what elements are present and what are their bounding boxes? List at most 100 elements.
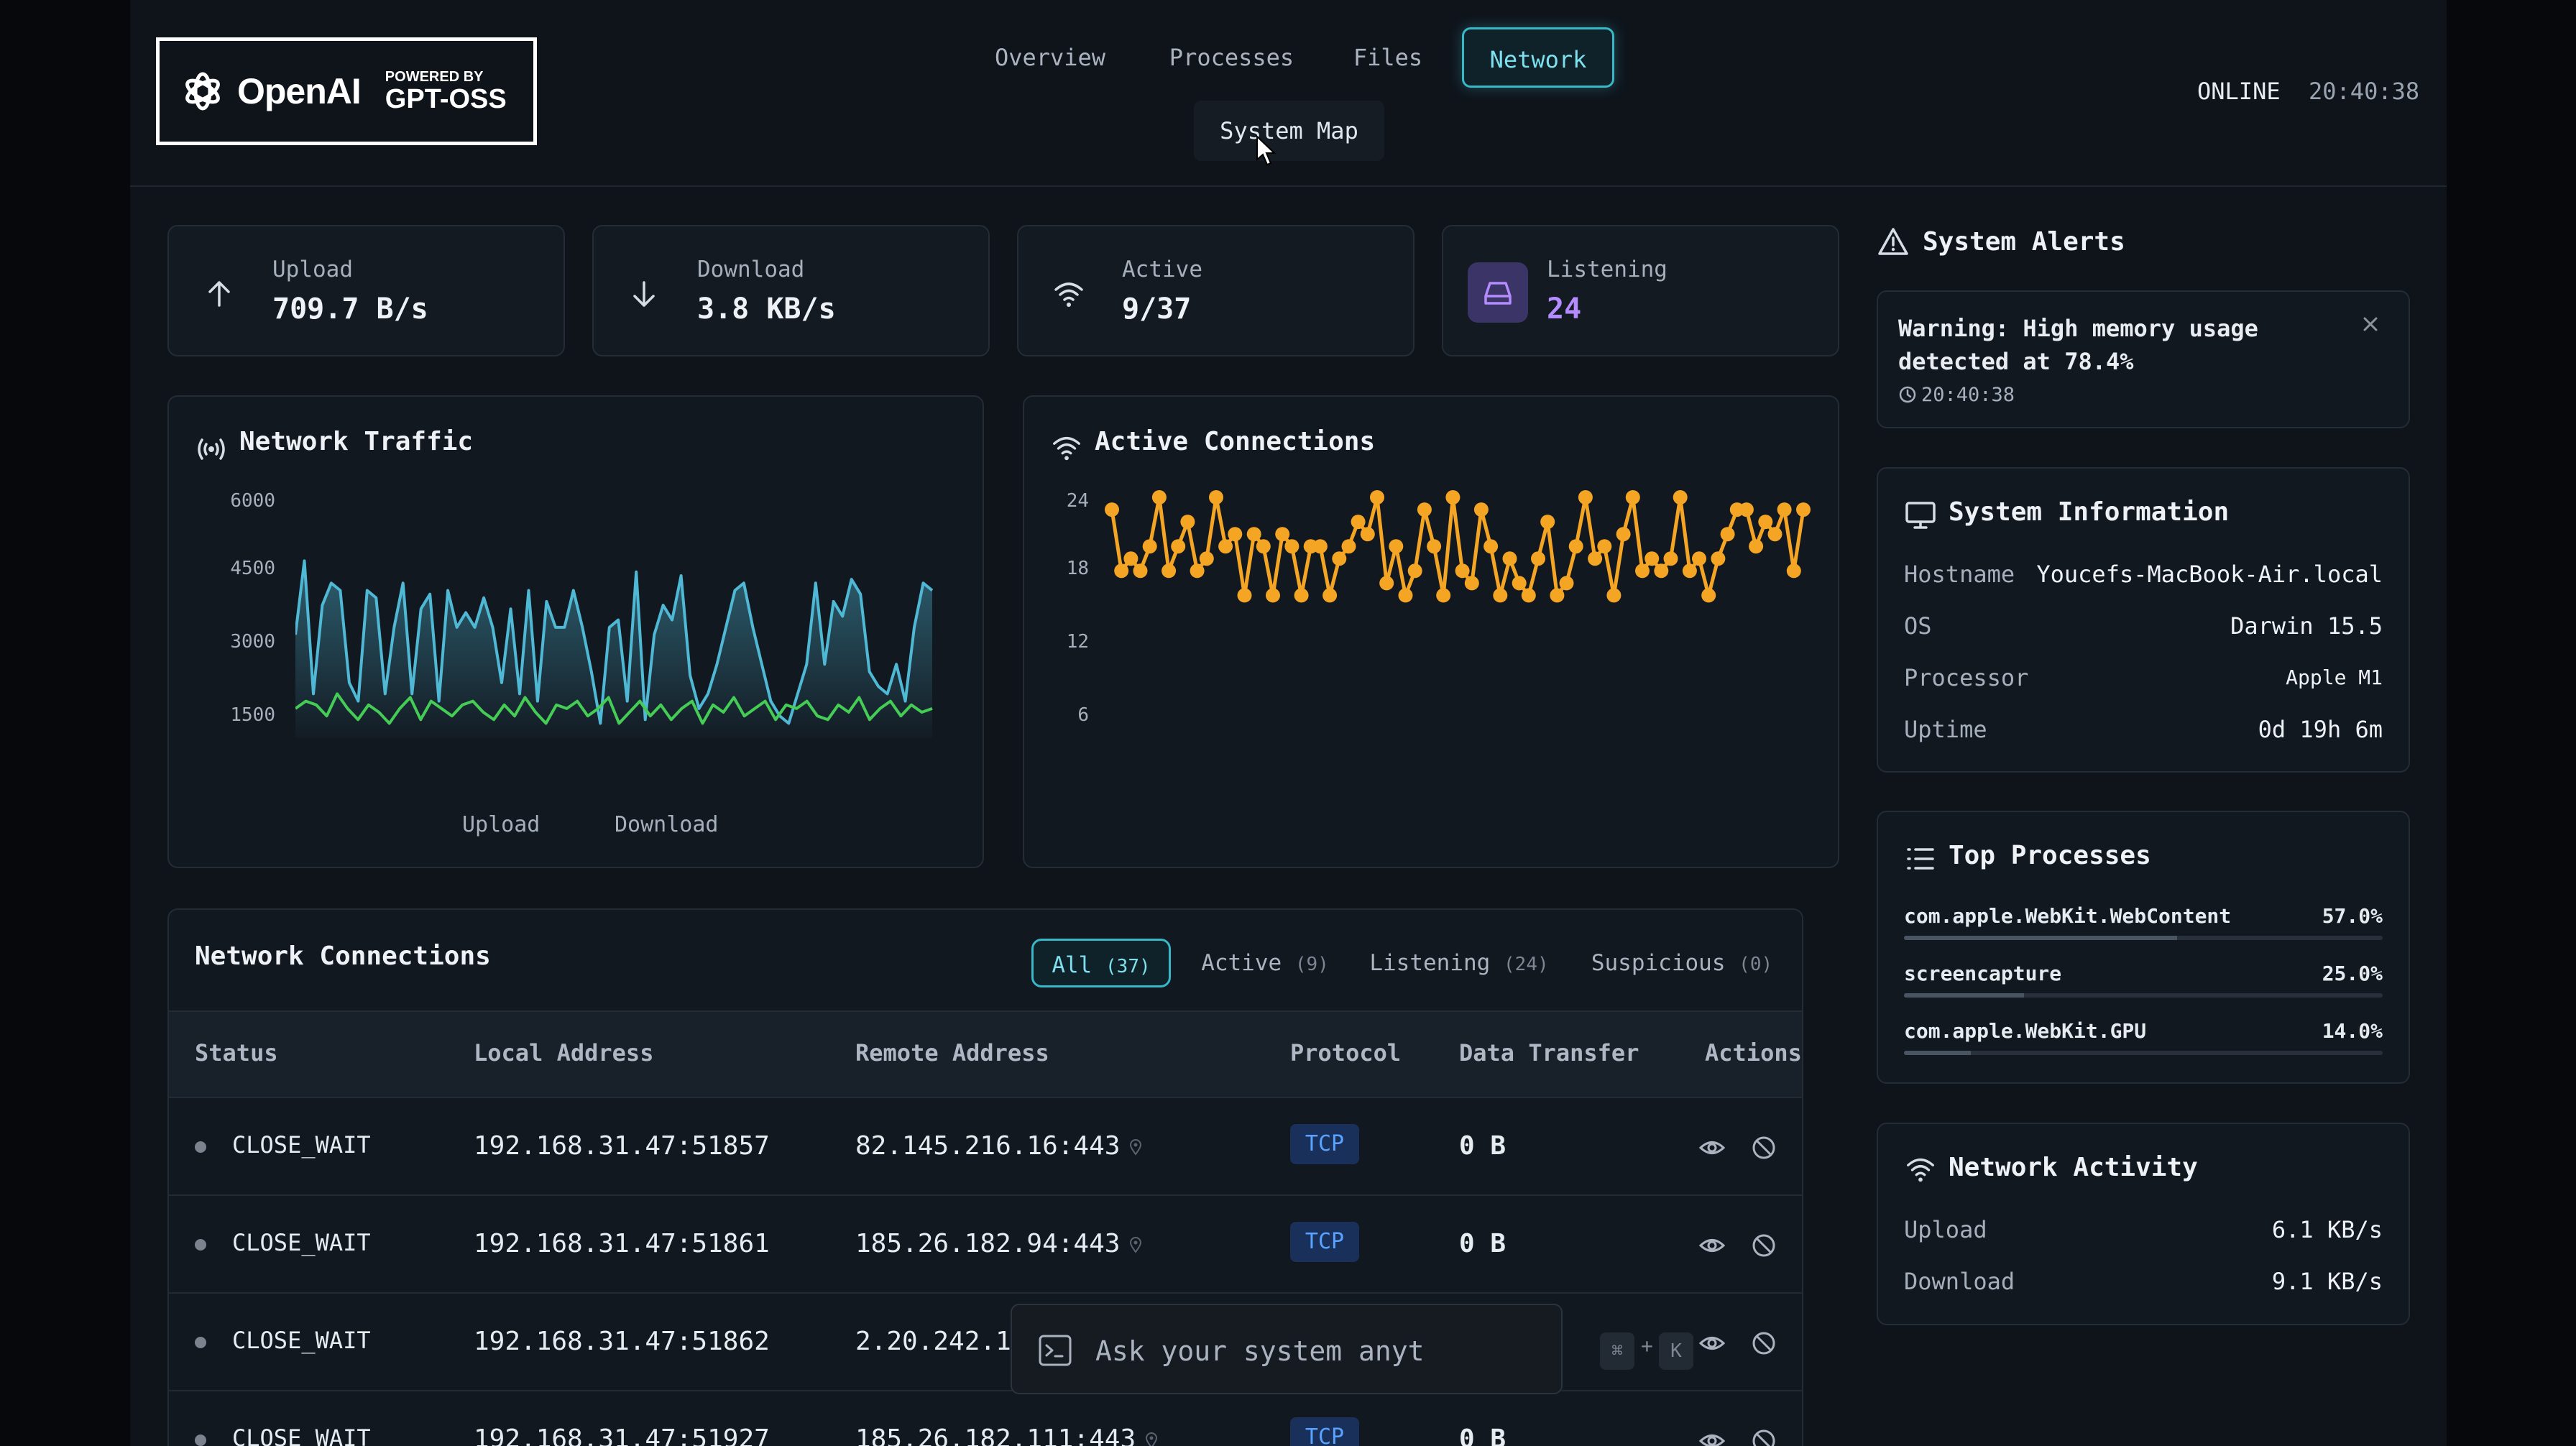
- info-label: Uptime: [1904, 716, 1987, 743]
- connections-point: [1673, 490, 1688, 505]
- connections-point: [1199, 551, 1214, 566]
- info-value: Youcefs-MacBook-Air.local: [2036, 561, 2383, 588]
- process-bar: [1904, 993, 2383, 998]
- top-processes-panel: Top Processes com.apple.WebKit.WebConten…: [1877, 811, 2410, 1084]
- y-tick: 1500: [230, 704, 275, 726]
- column-header[interactable]: Status: [195, 1039, 278, 1067]
- connections-point: [1180, 515, 1195, 530]
- network-connections-panel: Network Connections All (37) Active (9) …: [167, 908, 1803, 1446]
- filter-label: Listening: [1369, 950, 1491, 976]
- block-icon[interactable]: [1750, 1232, 1777, 1259]
- connections-point: [1568, 539, 1583, 554]
- connections-point: [1625, 490, 1640, 505]
- connections-point: [1398, 588, 1413, 603]
- column-header[interactable]: Actions: [1705, 1039, 1802, 1067]
- connections-point: [1228, 527, 1243, 542]
- connections-point: [1370, 490, 1384, 505]
- location-pin-icon[interactable]: [1128, 1236, 1143, 1253]
- connections-point: [1445, 490, 1460, 505]
- connections-point: [1484, 539, 1499, 554]
- process-bar-fill: [1904, 936, 2177, 940]
- legend-upload[interactable]: Upload: [462, 812, 540, 837]
- tab-files[interactable]: Files: [1353, 44, 1423, 71]
- connections-point: [1550, 588, 1565, 603]
- connections-point: [1237, 588, 1252, 603]
- connections-point: [1767, 527, 1782, 542]
- table-row[interactable]: CLOSE_WAIT 192.168.31.47:51927 185.26.18…: [169, 1390, 1802, 1446]
- command-input[interactable]: Ask your system anyt: [1095, 1335, 1425, 1367]
- table-row[interactable]: CLOSE_WAIT 192.168.31.47:51857 82.145.21…: [169, 1097, 1802, 1196]
- connections-point: [1360, 527, 1375, 542]
- table-row[interactable]: CLOSE_WAIT 192.168.31.47:51862 2.20.242.…: [169, 1292, 1802, 1391]
- process-name[interactable]: com.apple.WebKit.GPU: [1904, 1019, 2147, 1043]
- process-name[interactable]: screencapture: [1904, 962, 2062, 985]
- filter-all[interactable]: All (37): [1031, 939, 1171, 987]
- connections-point: [1209, 490, 1223, 505]
- eye-icon[interactable]: [1698, 1427, 1726, 1446]
- logo[interactable]: OpenAI POWERED BY GPT-OSS: [156, 37, 537, 145]
- kbd-k: K: [1659, 1332, 1693, 1370]
- connections-point: [1597, 539, 1612, 554]
- eye-icon[interactable]: [1698, 1134, 1726, 1161]
- column-header[interactable]: Local Address: [474, 1039, 654, 1067]
- activity-value: 9.1 KB/s: [2271, 1268, 2383, 1295]
- cell-status: CLOSE_WAIT: [232, 1424, 371, 1446]
- traffic-chart: [295, 559, 934, 738]
- tab-network[interactable]: Network: [1462, 27, 1614, 88]
- location-pin-icon[interactable]: [1128, 1138, 1143, 1156]
- connections-point: [1531, 551, 1545, 566]
- logo-brand: OpenAI: [237, 71, 362, 111]
- close-icon[interactable]: [2360, 313, 2381, 335]
- warning-icon: [1878, 228, 1908, 255]
- connections-point: [1427, 539, 1442, 554]
- eye-icon[interactable]: [1698, 1232, 1726, 1259]
- stat-value: 709.7 B/s: [272, 293, 428, 326]
- filter-listening[interactable]: Listening (24): [1362, 939, 1556, 987]
- column-header[interactable]: Remote Address: [855, 1039, 1049, 1067]
- connections-point: [1218, 539, 1233, 554]
- connections-point: [1796, 502, 1811, 517]
- tab-processes[interactable]: Processes: [1169, 44, 1294, 71]
- table-row[interactable]: CLOSE_WAIT 192.168.31.47:51861 185.26.18…: [169, 1194, 1802, 1294]
- filter-active[interactable]: Active (9): [1197, 939, 1333, 987]
- y-tick: 6000: [230, 490, 275, 512]
- filter-suspicious[interactable]: Suspicious (0): [1578, 939, 1786, 987]
- block-icon[interactable]: [1750, 1330, 1777, 1357]
- connections-point: [1455, 563, 1470, 579]
- status-dot: [195, 1239, 206, 1251]
- connections-point: [1749, 539, 1764, 554]
- process-name[interactable]: com.apple.WebKit.WebContent: [1904, 904, 2232, 928]
- block-icon[interactable]: [1750, 1427, 1777, 1446]
- connections-point: [1540, 515, 1555, 530]
- submenu-system-map[interactable]: System Map: [1194, 101, 1384, 161]
- connections-point: [1133, 563, 1148, 579]
- legend-download[interactable]: Download: [615, 812, 719, 837]
- clock-icon: [1899, 386, 1916, 403]
- tab-overview[interactable]: Overview: [994, 44, 1106, 71]
- location-pin-icon[interactable]: [1144, 1432, 1159, 1446]
- info-value: 0d 19h 6m: [2258, 716, 2383, 743]
- connections-point: [1436, 588, 1451, 603]
- column-header[interactable]: Protocol: [1290, 1039, 1402, 1067]
- connections-point: [1417, 502, 1432, 517]
- protocol-badge: TCP: [1290, 1417, 1359, 1446]
- process-bar: [1904, 1051, 2383, 1055]
- filter-label: All: [1052, 952, 1092, 978]
- stat-label: Upload: [272, 257, 353, 282]
- connections-point: [1777, 502, 1792, 517]
- cell-remote-address: 185.26.182.111:443: [855, 1424, 1159, 1446]
- stat-label: Download: [697, 257, 805, 282]
- status-dot: [195, 1141, 206, 1153]
- cell-local-address: 192.168.31.47:51861: [474, 1229, 770, 1258]
- monitor-icon: [1905, 502, 1936, 529]
- powered-by-label: POWERED BY: [385, 69, 484, 85]
- system-info-panel: System Information Hostname Youcefs-MacB…: [1877, 467, 2410, 773]
- eye-icon[interactable]: [1698, 1330, 1726, 1357]
- command-bar[interactable]: Ask your system anyt ⌘ + K: [1011, 1304, 1693, 1394]
- column-header[interactable]: Data Transfer: [1459, 1039, 1639, 1067]
- filter-label: Suspicious: [1591, 950, 1726, 976]
- block-icon[interactable]: [1750, 1134, 1777, 1161]
- connections-point: [1473, 502, 1489, 517]
- kbd-cmd: ⌘: [1600, 1332, 1634, 1370]
- cell-remote-address: 185.26.182.94:443: [855, 1229, 1143, 1258]
